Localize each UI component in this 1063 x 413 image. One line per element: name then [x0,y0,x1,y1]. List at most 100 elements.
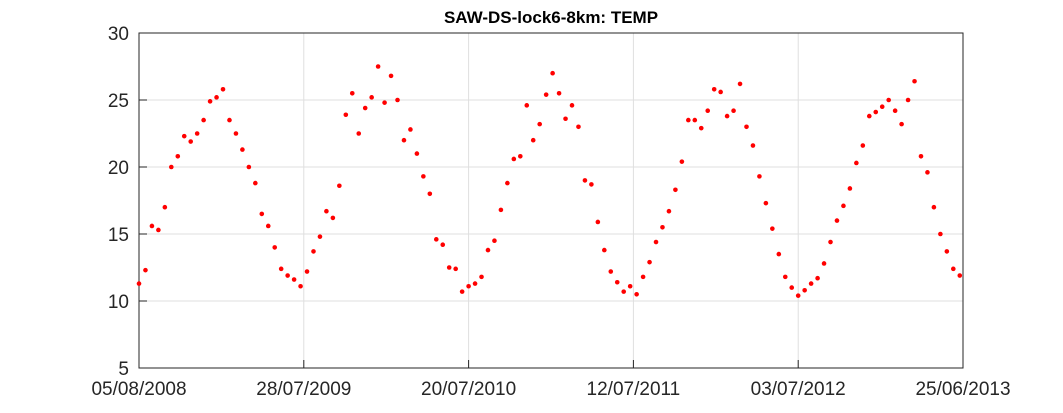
data-point [401,137,407,143]
plot-area [139,33,963,368]
x-tick-label: 12/07/2011 [587,379,681,400]
data-point [925,170,930,175]
data-point [692,117,698,123]
data-point [602,247,607,253]
data-point [847,186,853,191]
data-point [291,277,297,282]
data-point [860,143,866,148]
data-point [673,187,678,193]
data-point [162,204,168,210]
data-point [627,283,633,289]
data-point [634,292,639,297]
data-point [201,117,206,123]
data-point [892,108,898,114]
data-point [744,124,749,130]
data-point [265,223,271,229]
x-tick-label: 20/07/2010 [421,379,516,400]
data-point [459,289,465,294]
data-point [181,133,187,139]
data-point [647,259,652,265]
data-point [253,180,258,186]
data-point [472,281,478,286]
data-point [854,160,859,166]
data-point [841,203,846,209]
data-point [207,99,213,104]
data-point [763,200,769,206]
data-point [485,247,491,253]
data-point [440,242,446,248]
data-point [375,64,381,69]
data-point [311,249,316,254]
data-point [666,208,672,214]
data-point [136,281,142,286]
y-tick-label: 25 [108,91,129,112]
data-point [582,178,588,183]
data-point [518,153,523,159]
data-point [782,274,788,280]
data-point [750,143,756,148]
y-tick-label: 20 [108,158,129,179]
data-point [537,121,542,127]
data-point [421,174,426,179]
data-point [233,131,239,136]
data-point [446,265,452,270]
data-point [156,227,161,233]
data-point [433,237,439,242]
data-point [731,108,736,114]
data-point [737,81,743,87]
data-point [679,159,685,164]
data-point [369,95,374,100]
data-point [621,289,627,294]
data-point [905,97,911,103]
chart-title: SAW-DS-lock6-8km: TEMP [444,8,658,27]
data-point [278,266,284,272]
data-point [349,91,355,96]
data-point [550,70,555,76]
data-point [414,151,420,156]
data-point [698,125,704,131]
x-tick-label: 28/07/2009 [256,379,351,400]
data-point [873,109,879,115]
data-point [938,231,943,237]
data-point [640,274,646,280]
data-point [175,153,181,159]
data-point [453,266,458,272]
data-point [834,218,840,223]
data-point [899,121,904,127]
data-point [524,103,530,108]
x-tick-label: 03/07/2012 [751,379,846,400]
data-point [149,223,155,229]
y-tick-label: 10 [108,292,129,313]
data-point [492,238,497,243]
data-point [595,219,601,225]
data-point [408,127,413,132]
data-point [569,103,575,108]
data-point [227,117,232,123]
x-tick-label: 05/08/2008 [91,379,186,400]
data-point [576,124,581,130]
data-point [511,156,517,162]
data-point [802,287,807,293]
data-point [246,164,252,170]
data-point [298,283,303,289]
data-point [944,249,950,254]
data-point [866,113,872,119]
data-point [169,164,174,170]
data-point [821,261,827,266]
data-point [343,112,349,118]
data-point [912,78,917,84]
data-point [795,293,801,298]
data-point [214,95,219,100]
data-point [770,226,775,231]
data-point [776,251,782,257]
data-point [957,273,963,278]
y-tick-label: 15 [108,225,129,246]
data-point [686,117,691,123]
data-point [466,283,471,289]
data-point [660,225,665,230]
data-point [718,89,723,95]
data-point [382,100,387,105]
data-point [951,266,956,272]
data-point [317,234,323,239]
